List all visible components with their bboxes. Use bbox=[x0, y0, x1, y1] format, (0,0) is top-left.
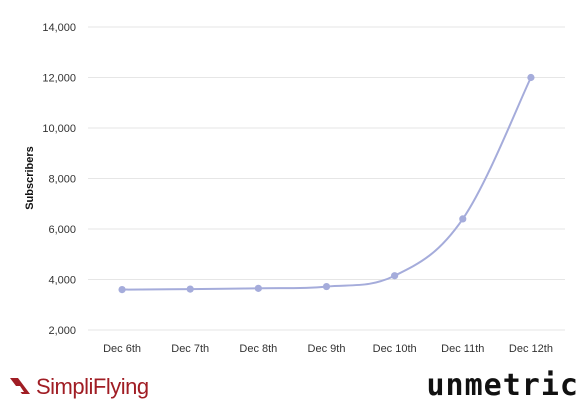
y-tick-label: 8,000 bbox=[48, 174, 76, 186]
x-tick-label: Dec 6th bbox=[103, 343, 141, 355]
series-group bbox=[118, 73, 535, 294]
x-tick-label: Dec 7th bbox=[171, 343, 209, 355]
x-tick-label: Dec 9th bbox=[308, 343, 346, 355]
data-point bbox=[391, 272, 399, 280]
series-line bbox=[122, 77, 532, 291]
x-axis-ticks: Dec 6th Dec 7th Dec 8th Dec 9th Dec 10th Dec … bbox=[103, 343, 553, 355]
x-tick-label: Dec 10th bbox=[373, 343, 417, 355]
y-axis-label: Subscribers bbox=[24, 146, 36, 210]
data-point bbox=[459, 215, 467, 223]
data-point bbox=[527, 73, 535, 82]
y-tick-label: 4,000 bbox=[48, 275, 76, 287]
x-tick-label: Dec 12th bbox=[509, 343, 553, 355]
data-point bbox=[254, 284, 262, 292]
gridlines bbox=[88, 26, 565, 331]
y-tick-label: 12,000 bbox=[42, 73, 76, 85]
y-tick-label: 14,000 bbox=[42, 22, 76, 34]
plane-tail-icon bbox=[10, 378, 30, 394]
y-tick-label: 6,000 bbox=[48, 224, 76, 236]
x-tick-label: Dec 11th bbox=[441, 343, 484, 355]
unmetric-logo: unmetric bbox=[426, 368, 579, 403]
simpliflying-logo: SimpliFlying bbox=[8, 372, 149, 402]
y-tick-label: 10,000 bbox=[42, 123, 76, 135]
data-point bbox=[322, 282, 331, 291]
y-axis-ticks: 2,000 4,000 6,000 8,000 10,000 12,000 14,000 bbox=[42, 22, 76, 337]
data-point bbox=[118, 286, 126, 294]
y-tick-label: 2,000 bbox=[48, 325, 76, 337]
x-tick-label: Dec 8th bbox=[239, 343, 277, 355]
data-point bbox=[186, 285, 194, 293]
simpliflying-wordmark: SimpliFlying bbox=[36, 374, 149, 399]
